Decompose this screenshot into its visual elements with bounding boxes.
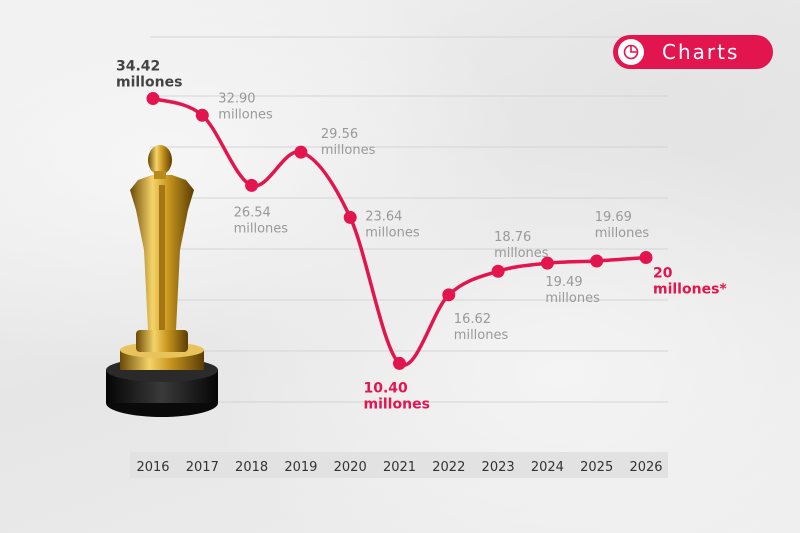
data-label-2017: 32.90 millones — [218, 91, 273, 122]
data-label-2019: 29.56 millones — [321, 127, 376, 158]
data-point-2018 — [245, 178, 259, 192]
x-tick-2024: 2024 — [531, 460, 564, 475]
data-label-2022: 16.62 millones — [454, 312, 509, 343]
charts-badge: Charts — [613, 35, 773, 69]
data-point-2022 — [442, 288, 456, 302]
x-tick-2022: 2022 — [432, 460, 465, 475]
x-axis-band — [130, 452, 668, 478]
data-point-2024 — [540, 256, 554, 270]
data-point-2020 — [343, 210, 357, 224]
x-tick-2023: 2023 — [482, 460, 515, 475]
oscar-statue-icon — [106, 145, 218, 417]
x-tick-2018: 2018 — [235, 460, 268, 475]
data-label-2023: 18.76 millones — [494, 230, 549, 261]
data-point-2026 — [639, 251, 653, 265]
data-label-2026: 20 millones* — [653, 266, 727, 298]
data-point-2016 — [146, 92, 160, 106]
x-tick-2025: 2025 — [580, 460, 613, 475]
x-tick-2020: 2020 — [334, 460, 367, 475]
x-tick-2021: 2021 — [383, 460, 416, 475]
data-label-2025: 19.69 millones — [595, 210, 650, 241]
data-point-2019 — [294, 145, 308, 159]
x-tick-2026: 2026 — [629, 460, 662, 475]
data-label-2021: 10.40 millones — [364, 380, 430, 412]
pie-chart-icon — [618, 39, 644, 65]
data-label-2020: 23.64 millones — [365, 209, 420, 240]
data-point-2025 — [590, 254, 604, 268]
x-tick-2016: 2016 — [136, 460, 169, 475]
grid-lines — [150, 36, 668, 403]
data-label-2016: 34.42 millones — [116, 59, 182, 91]
data-point-2017 — [195, 108, 209, 122]
x-tick-2019: 2019 — [284, 460, 317, 475]
badge-label: Charts — [662, 40, 740, 64]
x-tick-2017: 2017 — [186, 460, 219, 475]
data-point-2023 — [491, 264, 505, 278]
data-point-2021 — [393, 356, 406, 370]
data-label-2024: 19.49 millones — [545, 275, 600, 306]
data-label-2018: 26.54 millones — [234, 205, 289, 236]
